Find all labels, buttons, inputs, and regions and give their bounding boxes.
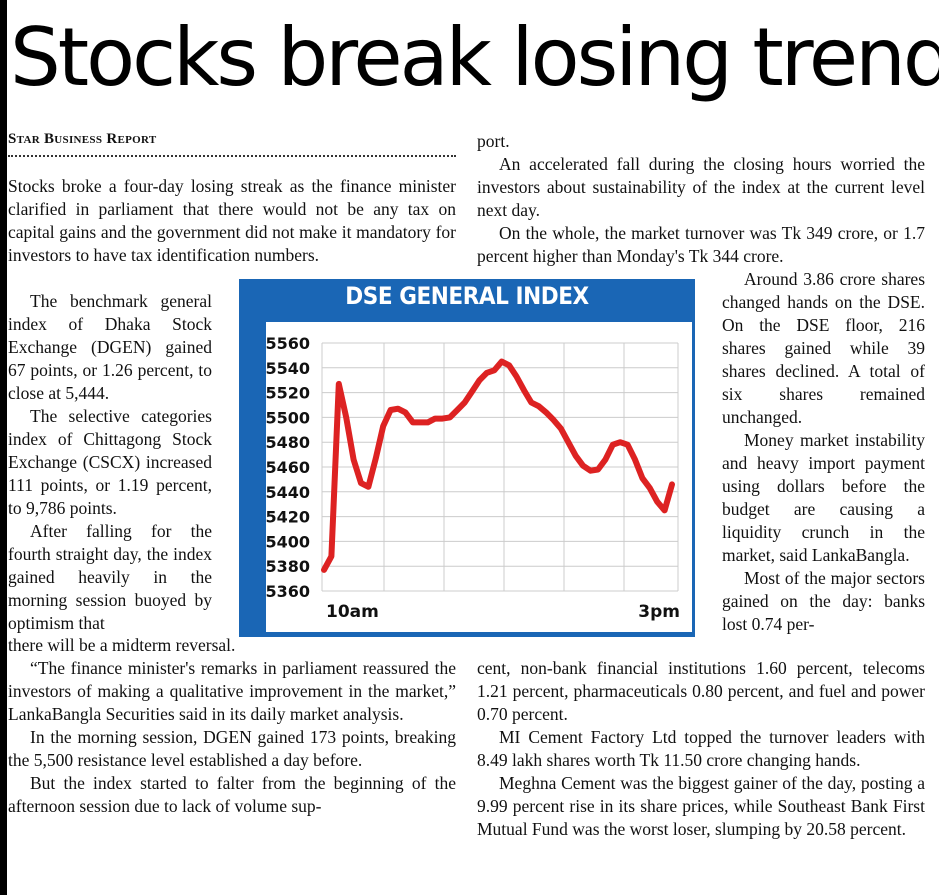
paragraph: cent, non-bank financial institutions 1.… [477, 658, 925, 724]
y-tick-label: 5560 [266, 334, 310, 353]
right-column-upper: port. An accelerated fall during the clo… [477, 130, 925, 268]
paragraph: In the morning session, DGEN gained 173 … [8, 727, 456, 770]
paragraph: “The finance minister's remarks in parli… [8, 658, 456, 724]
y-tick-label: 5460 [266, 458, 310, 477]
paragraph: The selective categories index of Chitta… [8, 406, 212, 518]
paragraph: The benchmark general index of Dhaka Sto… [8, 291, 212, 403]
y-tick-label: 5360 [266, 582, 310, 601]
left-column-narrow: The benchmark general index of Dhaka Sto… [8, 290, 212, 635]
left-column-lower: there will be a midterm reversal. “The f… [8, 634, 456, 818]
chart-title: DSE GENERAL INDEX [345, 282, 589, 310]
y-tick-label: 5400 [266, 532, 310, 551]
paragraph: On the whole, the market turnover was Tk… [477, 223, 925, 266]
paragraph: port. [477, 131, 510, 151]
left-border-bar [0, 0, 7, 895]
dse-index-chart: DSE GENERAL INDEX INDEX VALUE 5560 5540 55… [210, 279, 695, 637]
index-line [321, 358, 675, 573]
y-tick-label: 5480 [266, 433, 310, 452]
y-tick-label: 5540 [266, 359, 310, 378]
paragraph: Around 3.86 crore shares changed hands o… [722, 269, 925, 427]
paragraph: An accelerated fall during the closing h… [477, 154, 925, 220]
paragraph: MI Cement Factory Ltd topped the turnove… [477, 727, 925, 770]
y-tick-label: 5420 [266, 508, 310, 527]
byline-divider [8, 155, 456, 157]
paragraph: But the index started to falter from the… [8, 773, 456, 816]
chart-plot: 5560 5540 5520 5500 5480 5460 5440 5420 5400 5380… [265, 334, 680, 622]
y-tick-label: 5380 [266, 557, 310, 576]
right-column-narrow: Around 3.86 crore shares changed hands o… [722, 268, 925, 636]
paragraph: Money market instability and heavy impor… [722, 430, 925, 565]
left-column-intro: Stocks broke a four-day losing streak as… [8, 175, 456, 267]
x-tick-label: 3pm [638, 602, 680, 622]
paragraph: Stocks broke a four-day losing streak as… [8, 176, 456, 265]
y-tick-label: 5440 [266, 483, 310, 502]
paragraph: Meghna Cement was the biggest gainer of … [477, 773, 925, 839]
headline: Stocks break losing trend [10, 11, 939, 104]
paragraph: After falling for the fourth straight da… [8, 521, 212, 633]
y-tick-label: 5500 [266, 408, 310, 427]
x-tick-label: 10am [326, 602, 379, 622]
y-tick-label: 5520 [266, 384, 310, 403]
byline: Star Business Report [8, 131, 157, 147]
chart-plot-panel: 5560 5540 5520 5500 5480 5460 5440 5420 5400 5380… [265, 322, 692, 632]
right-column-lower: cent, non-bank financial institutions 1.… [477, 657, 925, 841]
paragraph: there will be a midterm reversal. [8, 635, 236, 655]
paragraph: Most of the major sectors gained on the … [722, 568, 925, 634]
